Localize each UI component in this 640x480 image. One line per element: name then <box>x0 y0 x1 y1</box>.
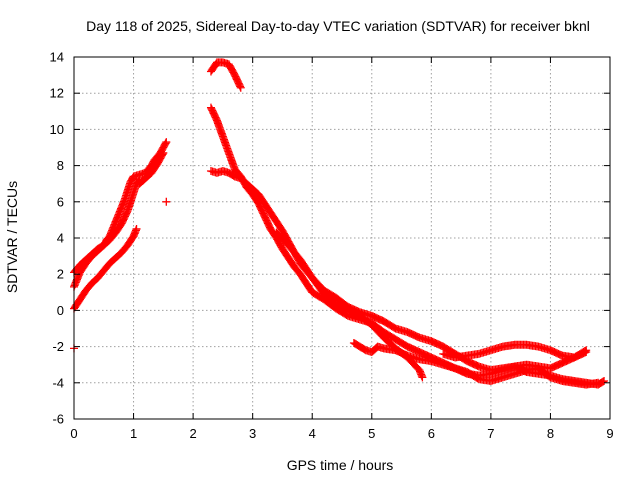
y-tick-label: 8 <box>57 158 64 173</box>
y-axis-label: SDTVAR / TECUs <box>4 181 20 293</box>
y-tick-label: 12 <box>50 86 64 101</box>
y-tick-label: 2 <box>57 267 64 282</box>
x-tick-label: 2 <box>189 426 196 441</box>
x-axis-label: GPS time / hours <box>287 457 394 473</box>
data-point <box>158 150 167 159</box>
chart-title: Day 118 of 2025, Sidereal Day-to-day VTE… <box>86 18 590 34</box>
x-tick-label: 3 <box>249 426 256 441</box>
y-tick-label: 6 <box>57 194 64 209</box>
data-point <box>418 373 427 382</box>
x-tick-label: 4 <box>309 426 316 441</box>
data-point <box>159 148 168 157</box>
y-tick-label: -6 <box>52 412 64 427</box>
x-tick-label: 6 <box>428 426 435 441</box>
y-tick-label: -2 <box>52 339 64 354</box>
x-tick-label: 8 <box>547 426 554 441</box>
y-tick-label: -4 <box>52 375 64 390</box>
y-tick-label: 14 <box>50 50 64 65</box>
data-point <box>582 348 591 357</box>
data-point <box>600 376 609 385</box>
data-point <box>162 197 171 206</box>
y-tick-label: 0 <box>57 303 64 318</box>
data-point <box>162 138 171 147</box>
x-tick-label: 0 <box>70 426 77 441</box>
grid <box>74 57 610 419</box>
data-point <box>236 82 245 91</box>
data-point <box>161 139 170 148</box>
data-point <box>594 378 603 387</box>
y-tick-label: 10 <box>50 122 64 137</box>
x-tick-label: 5 <box>368 426 375 441</box>
x-tick-label: 9 <box>606 426 613 441</box>
data-points <box>70 58 609 389</box>
data-point <box>132 224 141 233</box>
data-point <box>236 83 245 92</box>
x-tick-label: 7 <box>487 426 494 441</box>
y-tick-label: 4 <box>57 231 64 246</box>
x-tick-label: 1 <box>130 426 137 441</box>
data-point <box>598 377 607 386</box>
